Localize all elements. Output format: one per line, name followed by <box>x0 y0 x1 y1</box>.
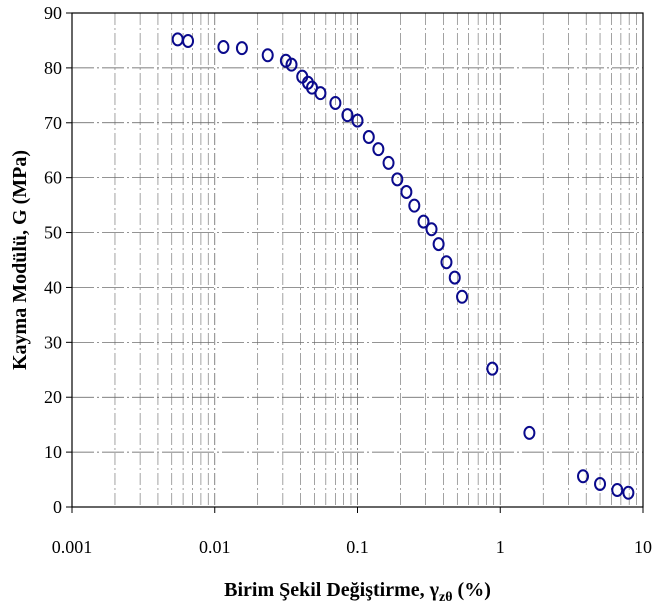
data-point <box>440 255 453 270</box>
data-point <box>171 32 184 47</box>
x-tick-labels: 0.001 0.01 0.1 1 10 <box>52 537 652 557</box>
x-tick-label: 1 <box>496 537 505 557</box>
y-tick-label: 10 <box>44 442 62 462</box>
data-point <box>400 184 413 199</box>
x-axis-title-symbol: γ <box>429 579 440 601</box>
data-points <box>171 32 635 500</box>
data-point <box>329 96 342 111</box>
x-axis-title-subscript: zθ <box>439 590 453 605</box>
x-tick-label: 0.1 <box>346 537 369 557</box>
data-point <box>235 41 248 56</box>
y-tick-label: 50 <box>44 223 62 243</box>
data-point <box>217 40 230 55</box>
y-tick-label: 30 <box>44 332 62 352</box>
data-point <box>448 270 461 285</box>
x-axis-title-main: Birim Şekil Değiştirme, <box>224 579 430 601</box>
grid-lines <box>72 13 643 507</box>
data-point <box>425 222 438 237</box>
data-point <box>372 142 385 157</box>
data-point <box>622 485 635 500</box>
data-point <box>577 469 590 484</box>
data-point <box>523 425 536 440</box>
data-point <box>456 289 469 304</box>
x-axis-title: Birim Şekil Değiştirme, γzθ (%) <box>224 579 491 605</box>
data-point <box>594 476 607 491</box>
data-point <box>432 237 445 252</box>
y-axis-title: Kayma Modülü, G (MPa) <box>9 150 31 370</box>
data-point <box>285 57 298 72</box>
data-point <box>182 33 195 48</box>
y-tick-label: 20 <box>44 387 62 407</box>
axis-ticks <box>66 12 644 513</box>
data-point <box>391 172 404 187</box>
data-point <box>351 113 364 128</box>
data-point <box>314 86 327 101</box>
y-tick-label: 60 <box>44 168 62 188</box>
x-tick-label: 0.01 <box>199 537 231 557</box>
y-tick-label: 80 <box>44 58 62 78</box>
x-axis-title-end: (%) <box>453 579 491 601</box>
data-point <box>341 108 354 123</box>
x-tick-label: 0.001 <box>52 537 93 557</box>
data-point <box>261 48 274 63</box>
x-tick-label: 10 <box>634 537 652 557</box>
y-tick-label: 70 <box>44 113 62 133</box>
y-tick-label: 40 <box>44 277 62 297</box>
data-point <box>382 155 395 170</box>
y-tick-label: 90 <box>44 3 62 23</box>
y-tick-labels: 0 10 20 30 40 50 60 70 80 90 <box>44 3 62 517</box>
data-point <box>408 198 421 213</box>
data-point <box>486 361 499 376</box>
data-point <box>362 130 375 145</box>
data-point <box>611 482 624 497</box>
data-point <box>417 214 430 229</box>
y-tick-label: 0 <box>53 497 62 517</box>
